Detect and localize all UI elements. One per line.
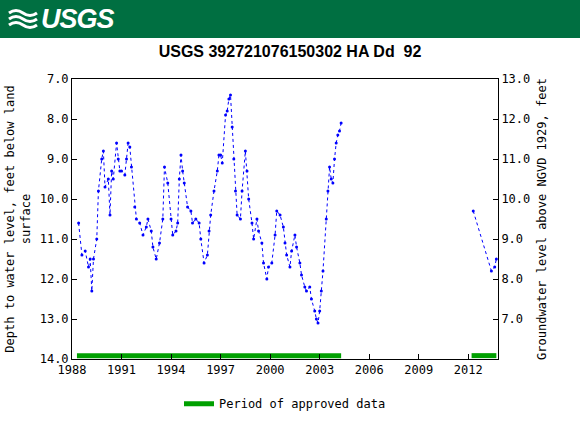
svg-text:USGS 392721076150302 HA Dd 92: USGS 392721076150302 HA Dd 92 [159, 43, 422, 60]
svg-text:2009: 2009 [404, 363, 433, 377]
svg-text:12.0: 12.0 [501, 112, 530, 126]
svg-text:13.0: 13.0 [40, 312, 69, 326]
html-text:USGS: USGS [41, 3, 114, 34]
svg-text:11.0: 11.0 [501, 152, 530, 166]
svg-text:1997: 1997 [206, 363, 235, 377]
svg-text:7.0: 7.0 [501, 312, 523, 326]
svg-text:11.0: 11.0 [40, 232, 69, 246]
svg-text:12.0: 12.0 [40, 272, 69, 286]
svg-text:2012: 2012 [454, 363, 483, 377]
svg-text:Groundwater level above NGVD 1: Groundwater level above NGVD 1929, feet [535, 78, 549, 360]
svg-text:1994: 1994 [157, 363, 186, 377]
svg-text:9.0: 9.0 [501, 232, 523, 246]
svg-text:2003: 2003 [305, 363, 334, 377]
svg-text:1991: 1991 [107, 363, 136, 377]
svg-text:13.0: 13.0 [501, 72, 530, 86]
svg-text:1988: 1988 [58, 363, 87, 377]
svg-text:Depth to water level, feet bel: Depth to water level, feet below landsur… [3, 85, 33, 352]
svg-text:14.0: 14.0 [40, 352, 69, 366]
svg-text:8.0: 8.0 [501, 272, 523, 286]
svg-text:2006: 2006 [355, 363, 384, 377]
svg-text:9.0: 9.0 [47, 152, 69, 166]
svg-text:8.0: 8.0 [47, 112, 69, 126]
svg-text:10.0: 10.0 [40, 192, 69, 206]
svg-text:7.0: 7.0 [47, 72, 69, 86]
svg-text:Period of approved data: Period of approved data [219, 397, 385, 411]
svg-text:10.0: 10.0 [501, 192, 530, 206]
svg-text:2000: 2000 [256, 363, 285, 377]
